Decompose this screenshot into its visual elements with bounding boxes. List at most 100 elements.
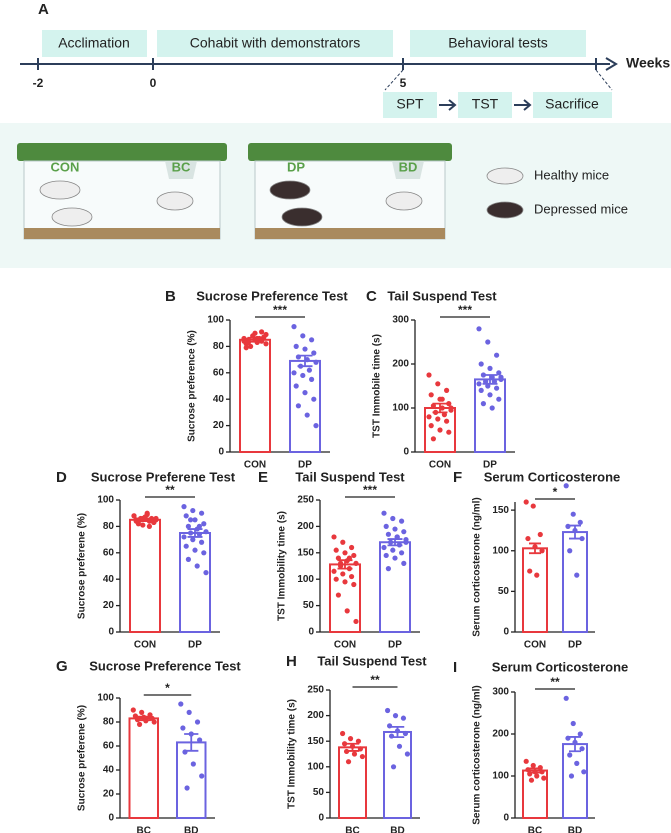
bar <box>562 743 588 820</box>
data-point <box>381 544 387 551</box>
y-tick-label: 20 <box>213 420 225 431</box>
data-point <box>190 761 196 767</box>
y-tick-label: 80 <box>213 341 225 352</box>
data-point <box>574 760 580 767</box>
data-point <box>487 365 493 371</box>
y-tick-label: 0 <box>308 627 314 638</box>
data-point <box>136 721 143 728</box>
data-point <box>203 529 209 535</box>
data-point <box>563 695 569 701</box>
data-point <box>579 535 585 542</box>
phase-box <box>42 30 147 57</box>
data-point <box>309 337 315 343</box>
mice <box>39 167 524 227</box>
data-point <box>192 517 198 523</box>
data-point <box>399 550 405 556</box>
group-label: BD <box>399 159 418 174</box>
data-point <box>478 361 484 367</box>
panel-label: B <box>165 288 176 305</box>
data-point <box>139 709 145 716</box>
data-point <box>291 324 297 330</box>
data-point <box>194 563 200 569</box>
y-axis-label: Sucrose preference (%) <box>187 330 198 442</box>
y-tick-label: 150 <box>492 505 509 516</box>
chart-title: Tail Suspend Test <box>317 653 427 668</box>
data-point <box>530 762 536 769</box>
data-point <box>338 560 344 566</box>
data-point <box>304 357 310 363</box>
x-tick-label: BC <box>345 826 359 833</box>
y-tick-label: 0 <box>503 627 509 638</box>
y-tick-label: 150 <box>307 736 324 747</box>
data-point <box>403 539 409 545</box>
x-tick-label: DP <box>188 640 202 651</box>
bar <box>129 518 161 633</box>
y-tick-label: 200 <box>307 710 324 721</box>
data-point <box>185 523 191 530</box>
data-point <box>349 573 355 580</box>
data-point <box>144 510 150 516</box>
data-point <box>131 513 137 519</box>
y-tick-label: 300 <box>492 687 509 698</box>
x-tick-label: BC <box>528 826 542 833</box>
data-point <box>183 513 189 519</box>
data-point <box>581 769 587 775</box>
step-label: Sacrifice <box>545 96 599 112</box>
y-tick-label: 100 <box>97 693 114 704</box>
step-box <box>533 92 612 118</box>
data-point <box>196 523 202 530</box>
timeline-arrow <box>605 57 618 71</box>
y-tick-label: 60 <box>103 547 115 558</box>
data-point <box>190 507 196 514</box>
data-point <box>309 376 315 382</box>
data-point <box>396 743 403 749</box>
error-bar <box>390 725 405 739</box>
data-point <box>306 367 312 373</box>
y-tick-label: 50 <box>498 586 510 597</box>
bar <box>239 338 271 453</box>
data-point <box>291 370 297 376</box>
data-point <box>577 519 583 525</box>
error-bar <box>432 402 448 414</box>
x-tick-label: DP <box>298 460 312 471</box>
y-tick-label: 40 <box>103 574 115 585</box>
group-label: CON <box>51 159 80 174</box>
data-point <box>349 544 355 551</box>
chart-title: Sucrose Preferene Test <box>91 469 236 484</box>
data-point <box>485 339 491 345</box>
significance-label: * <box>553 485 558 499</box>
x-tick-label: CON <box>244 460 266 471</box>
data-point <box>496 396 502 402</box>
panel-label: F <box>453 469 462 486</box>
y-tick-label: 40 <box>103 765 115 776</box>
chart-title: Tail Suspend Test <box>387 288 497 303</box>
data-point <box>333 547 339 553</box>
data-point <box>130 707 136 713</box>
panel-label: A <box>38 1 49 18</box>
data-point <box>537 531 543 538</box>
data-point <box>404 751 410 757</box>
data-point <box>311 396 317 402</box>
data-point <box>335 592 341 598</box>
x-tick-label: CON <box>429 460 451 471</box>
data-point <box>496 370 502 376</box>
x-tick-label: BC <box>137 826 151 833</box>
y-tick-label: 300 <box>392 315 409 326</box>
data-point <box>539 548 545 554</box>
data-point <box>293 343 299 349</box>
error-bar <box>345 742 360 752</box>
y-tick-label: 20 <box>103 600 115 611</box>
data-point <box>487 392 493 398</box>
data-point <box>302 390 308 396</box>
y-tick-label: 100 <box>492 771 509 782</box>
data-point <box>385 707 391 714</box>
y-axis-label: TST Immobile time (s) <box>372 334 383 438</box>
data-point <box>489 405 495 411</box>
data-point <box>577 731 583 737</box>
dashed-guide <box>595 69 613 91</box>
data-point <box>494 352 500 358</box>
y-axis-label: TST Immobility time (s) <box>287 699 298 809</box>
y-tick-label: 0 <box>108 627 114 638</box>
y-tick-label: 0 <box>218 447 224 458</box>
